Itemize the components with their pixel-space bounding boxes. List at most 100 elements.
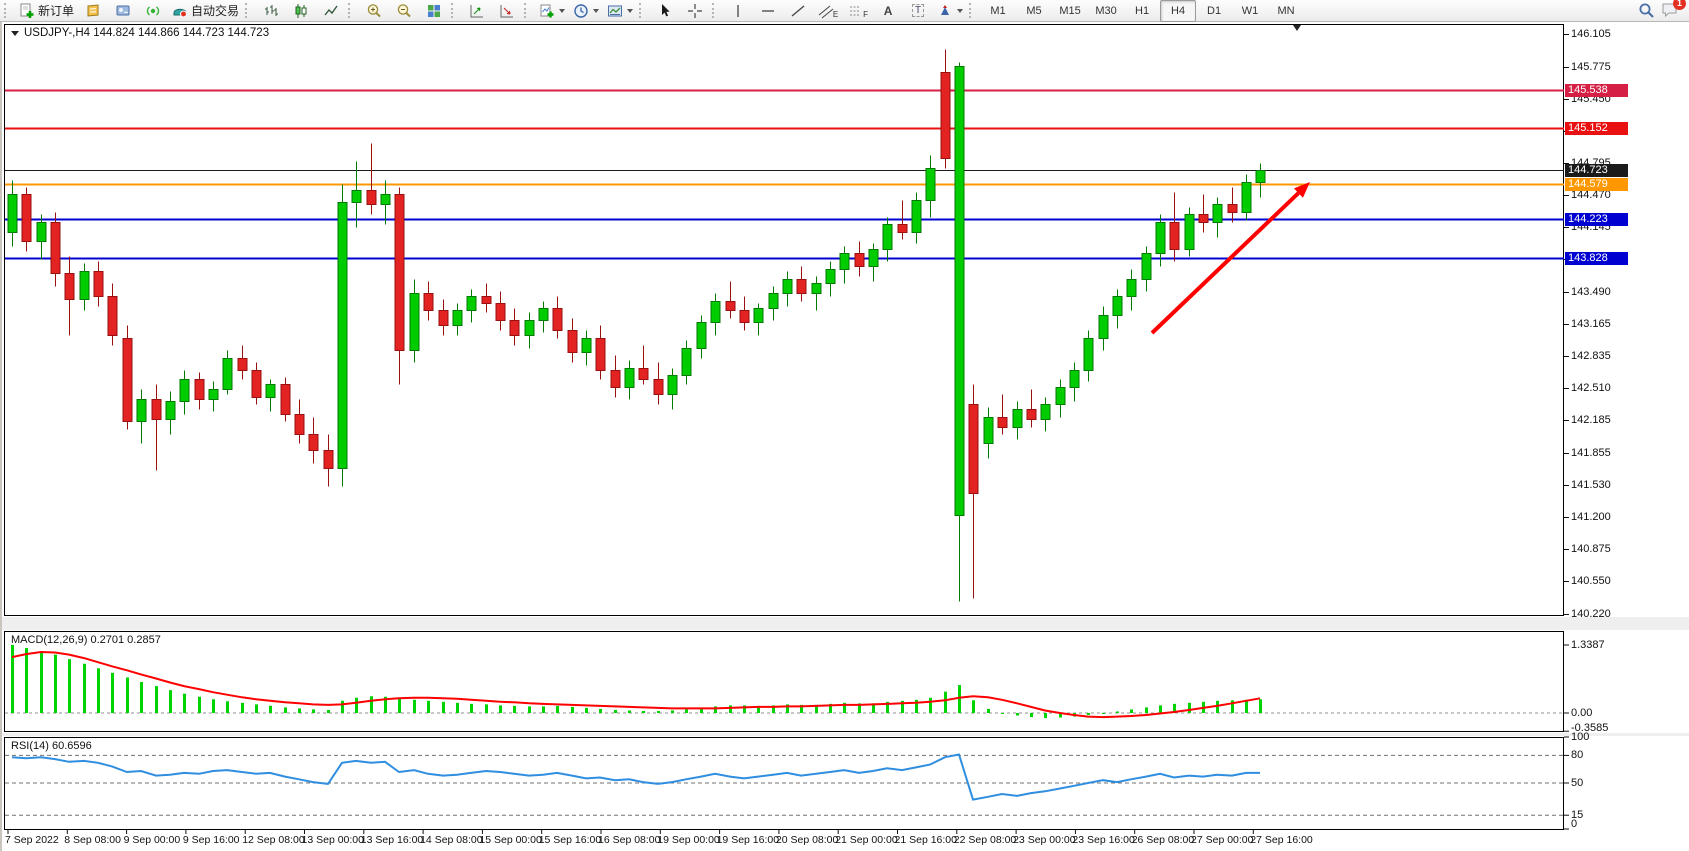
channel-icon: [818, 5, 834, 18]
cursor-tool-button[interactable]: [650, 0, 680, 22]
toolbar-grip[interactable]: [348, 3, 355, 18]
candle-body: [1212, 204, 1223, 223]
candle-body: [940, 72, 951, 159]
candle-body: [1098, 315, 1109, 339]
auto-scroll-button[interactable]: [462, 0, 492, 22]
time-label: 19 Sep 16:00: [716, 834, 780, 846]
timeframe-m30[interactable]: M30: [1095, 4, 1117, 17]
time-label: 16 Sep 08:00: [598, 834, 661, 846]
price-tick-label: 140.220: [1571, 607, 1611, 620]
fibonacci-tool-button[interactable]: F: [843, 0, 873, 22]
macd-histogram-bar: [700, 707, 703, 713]
candle-body: [1155, 222, 1166, 254]
crosshair-tool-button[interactable]: [680, 0, 710, 22]
new-order-button[interactable]: 新订单: [15, 0, 78, 22]
macd-histogram-bar: [384, 696, 387, 713]
tile-windows-button[interactable]: [419, 0, 449, 22]
candle-body: [524, 320, 535, 336]
channel-tool-button[interactable]: E: [813, 0, 843, 22]
candlestick-icon: [295, 3, 307, 18]
candle-body: [538, 308, 549, 321]
toolbar-grip[interactable]: [4, 3, 11, 18]
candle-body: [681, 348, 692, 376]
market-watch-button[interactable]: [78, 0, 108, 22]
price-tick-label: 140.550: [1571, 574, 1611, 587]
autotrade-button[interactable]: 自动交易: [168, 0, 243, 22]
panel-splitter[interactable]: [2, 733, 1689, 736]
macd-histogram-bar: [1016, 713, 1019, 716]
timeframe-w1[interactable]: W1: [1241, 4, 1259, 17]
macd-histogram-bar: [1116, 711, 1119, 713]
time-label: 22 Sep 08:00: [953, 834, 1017, 846]
candle-body: [194, 379, 205, 400]
macd-histogram-bar: [628, 710, 631, 713]
timeframe-m15[interactable]: M15: [1059, 4, 1081, 17]
notifications-button[interactable]: 1: [1661, 0, 1686, 21]
chart-menu-icon[interactable]: [11, 30, 19, 36]
timeframe-d1[interactable]: D1: [1207, 4, 1222, 17]
toolbar-grip[interactable]: [639, 3, 646, 18]
market-watch-icon: [87, 3, 99, 17]
periods-button[interactable]: [569, 0, 603, 22]
timeframe-h4[interactable]: H4: [1160, 0, 1197, 22]
chart-shift-marker[interactable]: [1293, 25, 1301, 31]
zoom-out-button[interactable]: [389, 0, 419, 22]
terminal-button[interactable]: [108, 0, 138, 22]
toolbar-grip[interactable]: [524, 3, 531, 18]
candle-body: [667, 375, 678, 395]
timeframe-m1[interactable]: M1: [990, 4, 1006, 17]
macd-histogram-bar: [1188, 702, 1191, 713]
macd-signal-line: [11, 650, 1261, 719]
candle-body: [1141, 253, 1152, 280]
dropdown-caret: [627, 8, 634, 13]
panel-splitter[interactable]: [2, 617, 1689, 630]
trendline-icon: [791, 5, 805, 16]
macd-panel[interactable]: [4, 631, 1564, 732]
main-chart-panel[interactable]: [4, 24, 1564, 616]
toolbar-grip[interactable]: [969, 3, 976, 18]
autotrade-label: 自动交易: [191, 4, 240, 18]
macd-histogram-bar: [1245, 699, 1248, 713]
time-label: 9 Sep 00:00: [123, 834, 181, 846]
candle-body: [409, 293, 420, 351]
timeframe-mn[interactable]: MN: [1277, 4, 1295, 17]
macd-histogram-bar: [25, 647, 28, 713]
time-label: 7 Sep 2022: [5, 834, 59, 846]
candlestick-mode-button[interactable]: [286, 0, 316, 22]
signals-button[interactable]: [138, 0, 168, 22]
candle-body: [151, 399, 162, 420]
macd-histogram-bar: [499, 705, 502, 713]
dropdown-caret: [593, 8, 600, 13]
candle-body: [179, 379, 190, 402]
new-order-icon: [20, 3, 34, 18]
toolbar-grip[interactable]: [712, 3, 719, 18]
new-chart-button[interactable]: [535, 0, 569, 22]
macd-histogram-bar: [126, 677, 129, 713]
horizontal-line-tool-button[interactable]: [753, 0, 783, 22]
candle-body: [653, 379, 664, 395]
search-icon[interactable]: [1638, 2, 1655, 19]
text-tool-button[interactable]: A: [873, 0, 903, 22]
bar-chart-mode-button[interactable]: [256, 0, 286, 22]
macd-histogram-bar: [599, 708, 602, 713]
toolbar-grip[interactable]: [451, 3, 458, 18]
vertical-line-tool-button[interactable]: [723, 0, 753, 22]
trendline-tool-button[interactable]: [783, 0, 813, 22]
macd-histogram-bar: [972, 700, 975, 713]
timeframe-m5[interactable]: M5: [1026, 4, 1042, 17]
candle-body: [294, 414, 305, 435]
zoom-in-button[interactable]: [359, 0, 389, 22]
toolbar: 新订单 自动交易: [0, 0, 1689, 22]
trend-arrow-head: [1293, 182, 1310, 198]
chart-canvas[interactable]: [2, 22, 1689, 851]
templates-button[interactable]: [603, 0, 637, 22]
dropdown-caret: [957, 8, 964, 13]
toolbar-grip[interactable]: [245, 3, 252, 18]
arrows-tool-button[interactable]: [933, 0, 967, 22]
timeframe-h1[interactable]: H1: [1135, 4, 1150, 17]
text-label-tool-button[interactable]: T: [903, 0, 933, 22]
time-label: 15 Sep 00:00: [479, 834, 542, 846]
chart-shift-button[interactable]: [492, 0, 522, 22]
candle-body: [1055, 387, 1066, 405]
line-chart-mode-button[interactable]: [316, 0, 346, 22]
